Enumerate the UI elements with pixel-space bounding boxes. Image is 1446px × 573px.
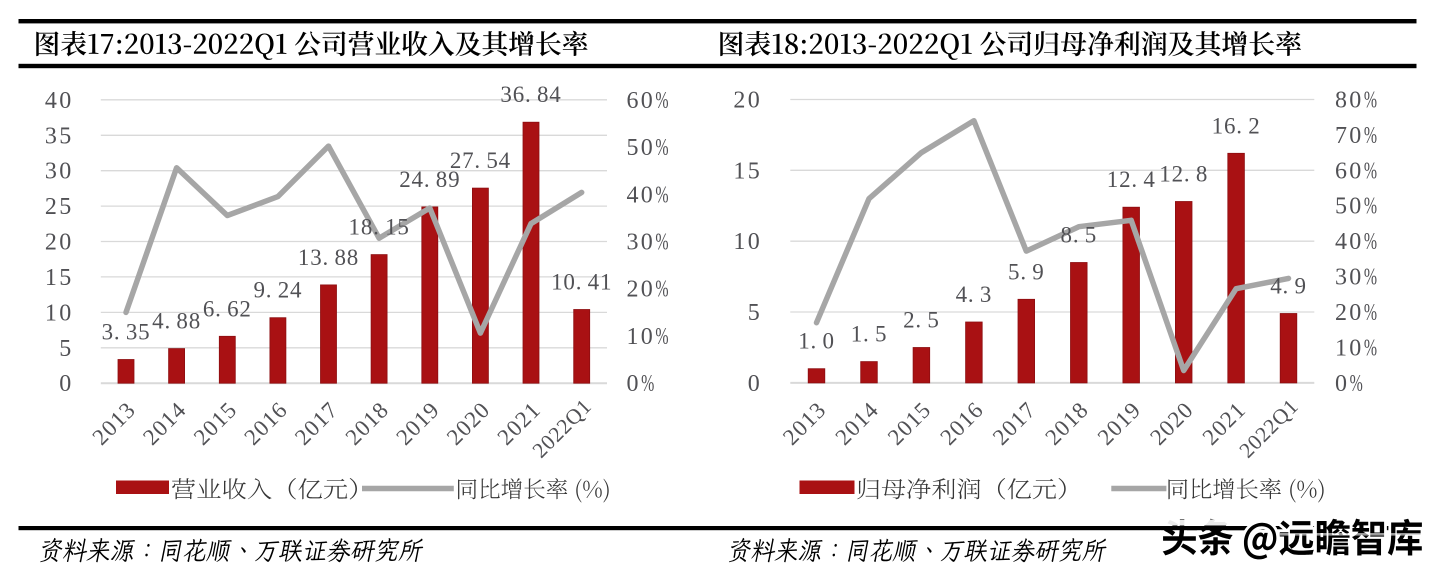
svg-text:10: 10	[45, 300, 74, 326]
svg-text:5: 5	[748, 300, 762, 326]
svg-text:%: %	[1364, 265, 1379, 291]
svg-text:1. 5: 1. 5	[851, 322, 888, 347]
svg-text:%: %	[655, 182, 670, 208]
svg-text:%: %	[655, 277, 670, 303]
svg-text:35: 35	[45, 123, 74, 149]
svg-text:50: 50	[1335, 194, 1364, 220]
svg-text:%: %	[1364, 158, 1379, 184]
svg-text:10: 10	[1335, 336, 1364, 362]
svg-text:24. 89: 24. 89	[399, 167, 460, 192]
svg-text:%: %	[641, 371, 656, 397]
svg-text:30: 30	[1335, 265, 1364, 291]
svg-text:15: 15	[733, 158, 762, 184]
svg-text:20: 20	[45, 230, 74, 256]
svg-text:%: %	[1364, 87, 1379, 113]
svg-text:13. 88: 13. 88	[298, 245, 359, 270]
svg-text:6. 62: 6. 62	[203, 296, 252, 321]
svg-text:20: 20	[1335, 300, 1364, 326]
svg-text:70: 70	[1335, 123, 1364, 149]
svg-text:16. 2: 16. 2	[1212, 113, 1261, 138]
svg-text:30: 30	[45, 159, 74, 185]
svg-text:60: 60	[1335, 158, 1364, 184]
svg-text:%: %	[655, 88, 670, 114]
svg-text:4. 3: 4. 3	[956, 282, 993, 307]
svg-text:4. 9: 4. 9	[1270, 274, 1307, 299]
svg-text:10. 41: 10. 41	[551, 270, 612, 295]
svg-text:2. 5: 2. 5	[903, 308, 940, 333]
svg-text:36. 84: 36. 84	[500, 82, 561, 107]
svg-text:%: %	[1364, 335, 1379, 361]
svg-text:5: 5	[59, 336, 73, 362]
svg-text:%: %	[1364, 123, 1379, 149]
svg-text:%: %	[655, 135, 670, 161]
svg-text:40: 40	[627, 182, 656, 208]
svg-text:10: 10	[733, 229, 762, 255]
svg-text:%: %	[655, 324, 670, 350]
svg-text:20: 20	[627, 277, 656, 303]
svg-text:40: 40	[45, 88, 74, 114]
svg-text:12. 4: 12. 4	[1107, 167, 1156, 192]
svg-text:30: 30	[627, 230, 656, 256]
svg-text:25: 25	[45, 194, 74, 220]
svg-text:27. 54: 27. 54	[450, 148, 511, 173]
svg-text:0: 0	[627, 371, 641, 397]
svg-text:15: 15	[45, 265, 74, 291]
svg-text:%: %	[1364, 194, 1379, 220]
svg-text:10: 10	[627, 324, 656, 350]
svg-text:%: %	[1350, 371, 1365, 397]
svg-text:%: %	[1364, 229, 1379, 255]
svg-text:18. 15: 18. 15	[349, 215, 410, 240]
svg-text:3. 35: 3. 35	[102, 320, 151, 345]
svg-text:60: 60	[627, 88, 656, 114]
svg-text:%: %	[1364, 300, 1379, 326]
svg-text:0: 0	[1335, 371, 1349, 397]
svg-text:50: 50	[627, 135, 656, 161]
svg-text:4. 88: 4. 88	[152, 309, 201, 334]
svg-text:20: 20	[733, 88, 762, 114]
svg-text:8. 5: 8. 5	[1061, 223, 1098, 248]
svg-text:40: 40	[1335, 229, 1364, 255]
svg-text:80: 80	[1335, 88, 1364, 114]
svg-text:%: %	[655, 229, 670, 255]
svg-text:0: 0	[59, 371, 73, 397]
svg-text:5. 9: 5. 9	[1008, 259, 1045, 284]
svg-text:9. 24: 9. 24	[253, 278, 302, 303]
svg-text:1. 0: 1. 0	[798, 329, 835, 354]
svg-text:0: 0	[748, 371, 762, 397]
svg-text:12. 8: 12. 8	[1159, 162, 1208, 187]
